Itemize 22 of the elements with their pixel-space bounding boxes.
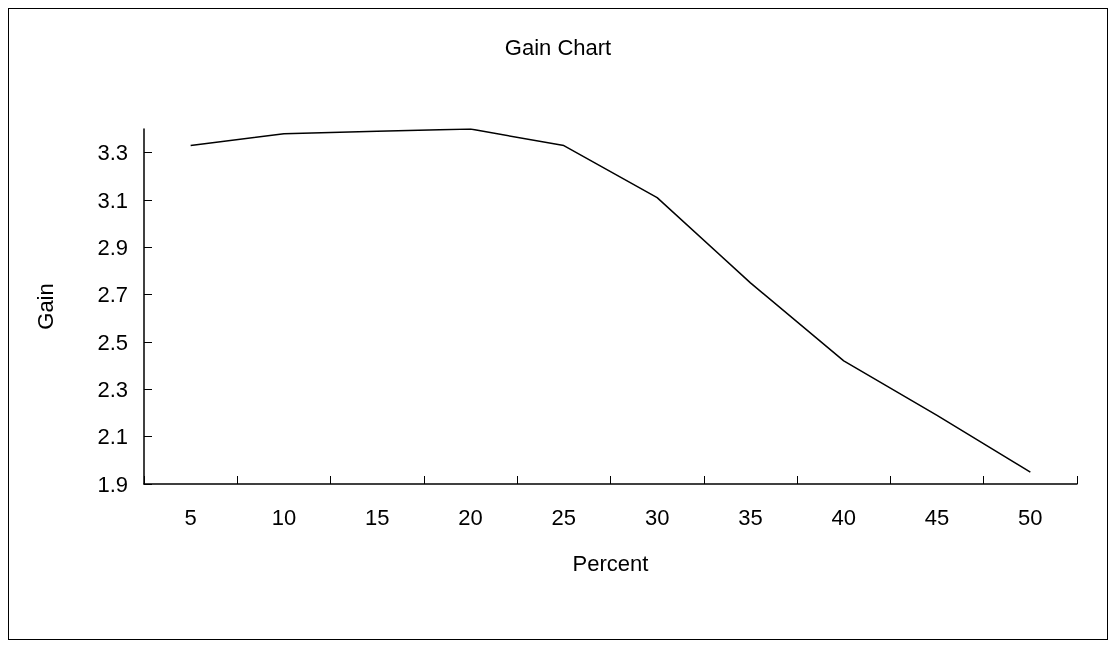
x-tick-label: 15 [365,504,390,530]
y-tick-label: 2.7 [97,282,128,308]
x-axis-title: Percent [572,550,649,576]
y-tick-label: 3.3 [97,140,128,166]
y-tick-label: 2.5 [97,329,128,355]
y-axis-title: Gain [32,283,58,330]
x-tick-label: 20 [458,504,483,530]
x-tick-label: 5 [184,504,197,530]
x-tick-label: 50 [1018,504,1043,530]
line-series [189,128,1032,473]
x-tick-label: 25 [551,504,577,530]
y-tick-label: 1.9 [97,471,128,497]
y-tick-label: 2.3 [97,376,128,402]
y-tick-label: 2.9 [97,234,128,260]
y-tick-label: 2.1 [97,424,128,450]
x-tick-label: 40 [831,504,856,530]
x-tick-label: 35 [738,504,763,530]
chart-title: Gain Chart [504,34,612,60]
x-tick-label: 45 [924,504,950,530]
y-tick-label: 3.1 [97,187,128,213]
x-tick-label: 30 [644,504,670,530]
x-tick-label: 10 [271,504,297,530]
